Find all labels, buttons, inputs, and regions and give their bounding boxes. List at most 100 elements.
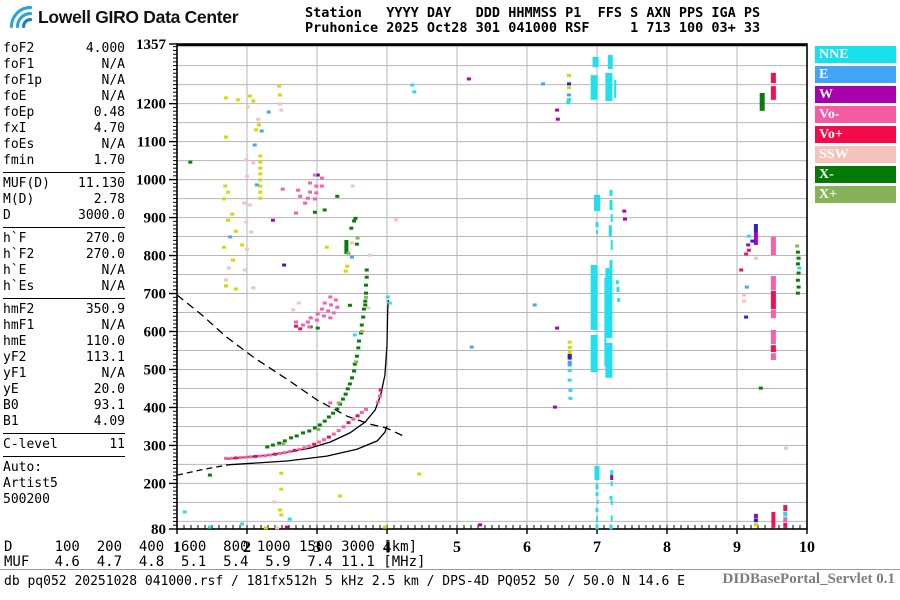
param-row-yE: yE 20.0 [3,382,125,398]
echo-dot [277,441,282,445]
echo-dot [352,369,357,373]
param-row-B1: B1 4.09 [3,414,125,430]
echo-dot [478,523,483,527]
autoscaler-line: Artist5 [3,476,58,491]
echo-dot [322,419,327,423]
echo-dot [784,446,788,450]
param-label: foEs [3,137,35,152]
echo-dot [294,211,298,215]
param-label: B0 [3,398,19,413]
echo-dot [307,444,312,448]
echo-dot [243,455,248,459]
echo-dot [253,454,258,458]
echo-dot [335,305,340,309]
echo-dot [258,190,263,194]
echo-dot [466,77,471,81]
echo-dot [352,219,357,223]
echo-bar [770,86,776,100]
echo-bar [783,511,788,517]
echo-dot [382,525,387,529]
param-row-fxI: fxI 4.70 [3,121,125,137]
echo-dot [469,345,474,349]
echo-dot [359,331,364,335]
echo-bar [609,260,613,269]
echo-bar [770,72,776,84]
echo-dot [282,451,287,455]
echo-dot [233,287,238,291]
echo-bar [608,225,612,237]
echo-dot [247,203,252,207]
echo-dot [364,275,369,279]
echo-dot [364,291,368,295]
echo-dot [307,325,312,329]
echo-dot [796,285,801,289]
echo-dot [207,473,212,477]
bottomside-profile [228,425,388,466]
echo-dot [350,255,354,259]
echo-bar [610,239,613,250]
echo-bar [615,280,619,285]
echo-dot [355,414,360,418]
echo-bar [609,524,613,530]
echo-dot [623,217,627,221]
echo-dot [266,110,271,114]
echo-dot [566,100,571,104]
param-label: foE [3,89,27,104]
echo-dot [240,522,245,526]
param-separator [3,172,125,173]
echo-dot [343,269,348,273]
echo-dot [223,184,228,188]
param-value: 93.1 [93,398,125,413]
echo-dot [758,386,763,390]
echo-dot [273,452,277,456]
echo-bar [609,189,613,196]
echo-dot [567,369,572,373]
echo-dot [277,93,282,97]
echo-bar [595,222,599,228]
axis-labels: 8020030040050060070080090010001100120013… [136,37,815,556]
echo-bar [614,80,617,98]
param-value: 350.9 [85,302,125,317]
echo-dot [207,525,212,529]
echo-dot [226,190,231,194]
param-value: N/A [101,89,125,104]
echo-dot [281,442,286,446]
y-tick-label: 1000 [136,173,166,189]
x-tick-label: 5 [453,539,461,556]
legend-item-SSW: SSW [815,146,896,163]
status-bar: db pq052 20251028 041000.rsf / 181fx512h… [4,574,685,589]
echo-dot [277,508,282,512]
echo-bar [595,492,599,496]
echo-dot [333,298,338,302]
param-value: N/A [101,137,125,152]
param-label: B1 [3,414,19,429]
echo-dot [746,248,751,252]
echo-bar [610,470,614,477]
d-muf-table: D 100 200 400 600 800 1000 1500 3000 [km… [4,539,426,570]
echo-bar [770,276,776,291]
echo-dot [182,510,187,514]
param-label: D [3,208,11,223]
echo-dot [263,454,268,458]
doa-legend: NNE E W Vo- Vo+ SSW X- X+ [815,46,896,206]
axis-ticks [173,46,808,530]
echo-dot [350,376,354,380]
echo-dot [350,241,354,245]
echo-dot [387,301,392,305]
param-label: MUF(D) [3,176,50,191]
echo-dot [795,262,800,266]
autoscaler-line: Auto: [3,460,43,475]
echo-dot [328,401,333,405]
echo-dot [347,303,352,307]
param-row-D: D 3000.0 [3,208,125,224]
echo-bar [783,505,788,512]
param-row-hmE: hmE 110.0 [3,334,125,350]
echo-dot [350,184,355,188]
echo-dot [282,263,287,267]
echo-dot [322,438,326,442]
echo-dot [331,432,336,436]
echo-dot [796,271,801,275]
echo-bar [783,522,788,528]
echo-dot [347,382,352,386]
echo-bar [605,72,613,101]
